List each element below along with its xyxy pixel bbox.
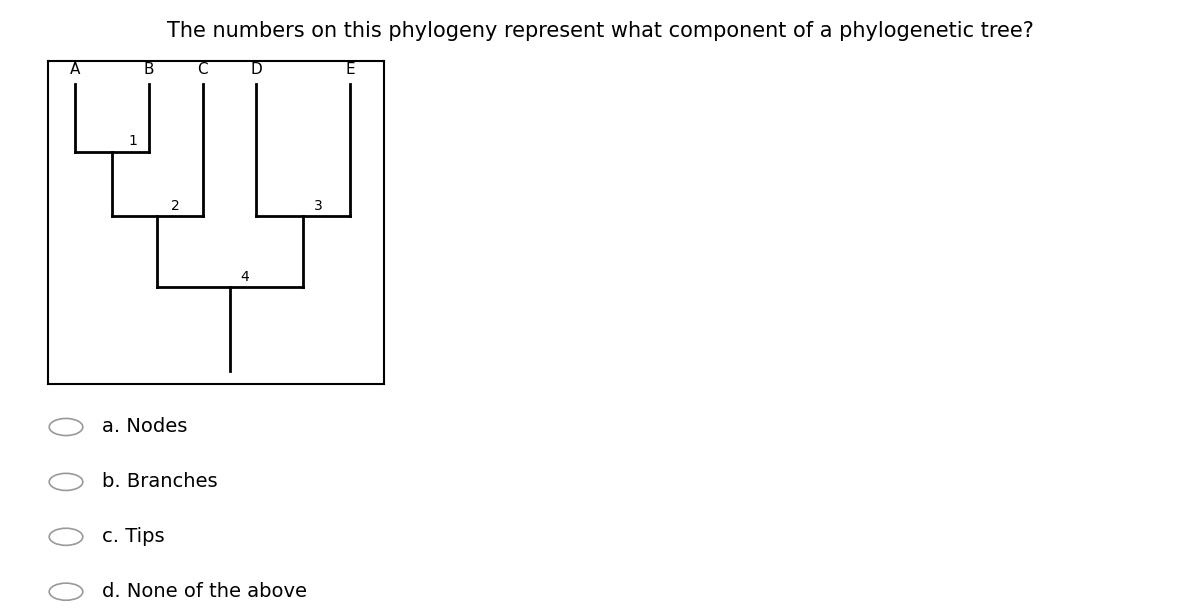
Text: B: B xyxy=(144,62,154,77)
Text: 2: 2 xyxy=(170,199,179,213)
Text: D: D xyxy=(251,62,262,77)
Text: The numbers on this phylogeny represent what component of a phylogenetic tree?: The numbers on this phylogeny represent … xyxy=(167,21,1033,41)
Text: a. Nodes: a. Nodes xyxy=(102,417,187,437)
Text: 4: 4 xyxy=(240,270,250,284)
Text: A: A xyxy=(70,62,80,77)
Text: C: C xyxy=(197,62,208,77)
Text: c. Tips: c. Tips xyxy=(102,527,164,547)
Text: 3: 3 xyxy=(313,199,322,213)
Text: 1: 1 xyxy=(128,134,138,148)
Text: b. Branches: b. Branches xyxy=(102,472,217,492)
Text: E: E xyxy=(346,62,355,77)
Text: d. None of the above: d. None of the above xyxy=(102,582,307,601)
